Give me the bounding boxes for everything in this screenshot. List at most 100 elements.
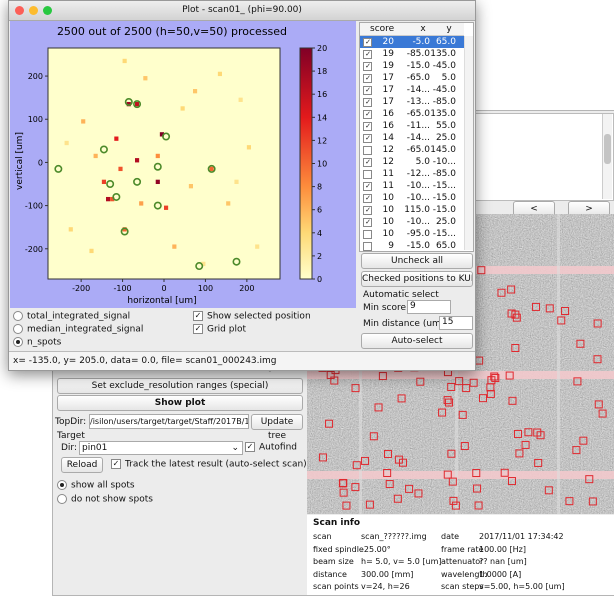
row-checkbox[interactable]: ✓ <box>363 50 372 59</box>
radio-button <box>13 311 23 321</box>
row-checkbox[interactable]: ✓ <box>363 206 372 215</box>
table-cell: 9 <box>374 240 394 252</box>
spot-radio[interactable]: show all spots <box>57 480 135 491</box>
row-checkbox[interactable] <box>363 146 372 155</box>
table-cell: 25.0 <box>422 132 456 144</box>
plot-checkbox[interactable]: ✓ Grid plot <box>193 324 246 335</box>
row-checkbox[interactable]: ✓ <box>363 194 372 203</box>
row-checkbox[interactable]: ✓ <box>363 218 372 227</box>
autofind[interactable]: ✓Autofind <box>245 442 297 453</box>
kuma-button[interactable]: Checked positions to KUMA <box>361 271 473 287</box>
table-cell: 10 <box>374 204 394 216</box>
track-checkbox[interactable]: ✓Track the latest result (auto-select sc… <box>111 459 307 470</box>
table-cell: -15... <box>422 180 456 192</box>
table-cell: -85.0 <box>422 168 456 180</box>
x-tick-label: 0 <box>161 284 166 293</box>
table-row[interactable]: ✓17-13...-85.0 <box>360 96 464 108</box>
scan-info-cell: h= 5.0, v= 5.0 [um] <box>361 557 441 566</box>
colorbar-tick-label: 12 <box>317 136 327 145</box>
table-cell: 12 <box>374 144 394 156</box>
spot-radio-label: show all spots <box>71 481 135 491</box>
exclude-button[interactable]: Set exclude_resolution ranges (special) <box>57 378 303 394</box>
table-row[interactable]: ✓10-10...-15.0 <box>360 192 464 204</box>
plot-radio[interactable]: median_integrated_signal <box>13 324 143 335</box>
table-scrollbar <box>464 36 473 250</box>
reload-button[interactable]: Reload <box>61 457 103 473</box>
table-cell: 17 <box>374 96 394 108</box>
heat-cell <box>172 244 176 248</box>
row-checkbox[interactable] <box>363 230 372 239</box>
table-cell: 135.0 <box>422 108 456 120</box>
table-row[interactable]: ✓10-10...25.0 <box>360 216 464 228</box>
row-checkbox[interactable]: ✓ <box>363 158 372 167</box>
row-checkbox[interactable] <box>363 242 372 251</box>
row-checkbox[interactable]: ✓ <box>363 110 372 119</box>
table-row[interactable]: 11-12...-85.0 <box>360 168 464 180</box>
table-cell: 5.0 <box>422 72 456 84</box>
table-cell: 17 <box>374 84 394 96</box>
table-cell: -15.0 <box>422 192 456 204</box>
uncheck-all-button[interactable]: Uncheck all <box>361 253 473 269</box>
topdir-field[interactable]: /isilon/users/target/target/Staff/2017B/… <box>89 414 249 429</box>
min-distance-field[interactable]: 15 <box>439 316 473 330</box>
spot-radio[interactable]: do not show spots <box>57 494 153 505</box>
table-row[interactable]: ✓17-14...-45.0 <box>360 84 464 96</box>
scan-info-cell: -25.00° <box>361 545 391 554</box>
row-checkbox[interactable]: ✓ <box>363 134 372 143</box>
table-row[interactable]: ✓11-10...-15... <box>360 180 464 192</box>
colorbar-tick-label: 0 <box>317 275 322 284</box>
row-checkbox[interactable]: ✓ <box>363 182 372 191</box>
show-plot-button[interactable]: Show plot <box>57 395 303 411</box>
scan-info-cell: frame rate <box>441 545 484 554</box>
checkbox-label: Grid plot <box>207 325 246 335</box>
row-checkbox[interactable]: ✓ <box>363 98 372 107</box>
plot-checkbox[interactable]: ✓Show selected position <box>193 311 311 322</box>
checkbox: ✓ <box>193 324 203 334</box>
table-cell: 16 <box>374 120 394 132</box>
heat-cell <box>247 145 251 149</box>
table-row[interactable]: ✓19-15.0-45.0 <box>360 60 464 72</box>
scan-info-cell: scan steps <box>441 582 484 591</box>
table-row[interactable]: ✓16-11...55.0 <box>360 120 464 132</box>
plot-radio[interactable]: n_spots <box>13 337 61 348</box>
table-cell: 14 <box>374 132 394 144</box>
scan-info-cell: 300.00 [mm] <box>361 570 413 579</box>
row-checkbox[interactable]: ✓ <box>363 74 372 83</box>
dir-value: pin01 <box>82 443 107 453</box>
auto-select-button[interactable]: Auto-select <box>361 333 473 349</box>
row-checkbox[interactable]: ✓ <box>363 86 372 95</box>
row-checkbox[interactable]: ✓ <box>363 38 372 47</box>
table-row[interactable]: 10-95.0-15... <box>360 228 464 240</box>
plot-options: total_integrated_signal median_integrated… <box>13 311 353 351</box>
y-tick-label: -100 <box>25 202 43 211</box>
table-cell: 16 <box>374 108 394 120</box>
dir-select[interactable]: pin01⌄ <box>79 441 243 455</box>
min-score-field[interactable]: 9 <box>407 300 451 314</box>
scan-info-cell: 100.00 [Hz] <box>479 545 526 554</box>
colorbar-tick-label: 4 <box>317 229 322 238</box>
radio-label: median_integrated_signal <box>27 325 143 335</box>
table-cell: 11 <box>374 168 394 180</box>
plot-radio[interactable]: total_integrated_signal <box>13 311 130 322</box>
row-checkbox[interactable]: ✓ <box>363 122 372 131</box>
scrollbar <box>602 114 612 199</box>
table-cell: 19 <box>374 48 394 60</box>
row-checkbox[interactable]: ✓ <box>363 62 372 71</box>
table-cell: 19 <box>374 60 394 72</box>
colorbar-tick-label: 16 <box>317 90 327 99</box>
row-checkbox[interactable] <box>363 170 372 179</box>
heat-cell <box>65 141 69 145</box>
scan-info-cell: scan <box>313 532 332 541</box>
detector-gap <box>307 471 614 479</box>
table-row[interactable]: ✓14-14...25.0 <box>360 132 464 144</box>
update-tree-button[interactable]: Update tree <box>251 414 303 430</box>
